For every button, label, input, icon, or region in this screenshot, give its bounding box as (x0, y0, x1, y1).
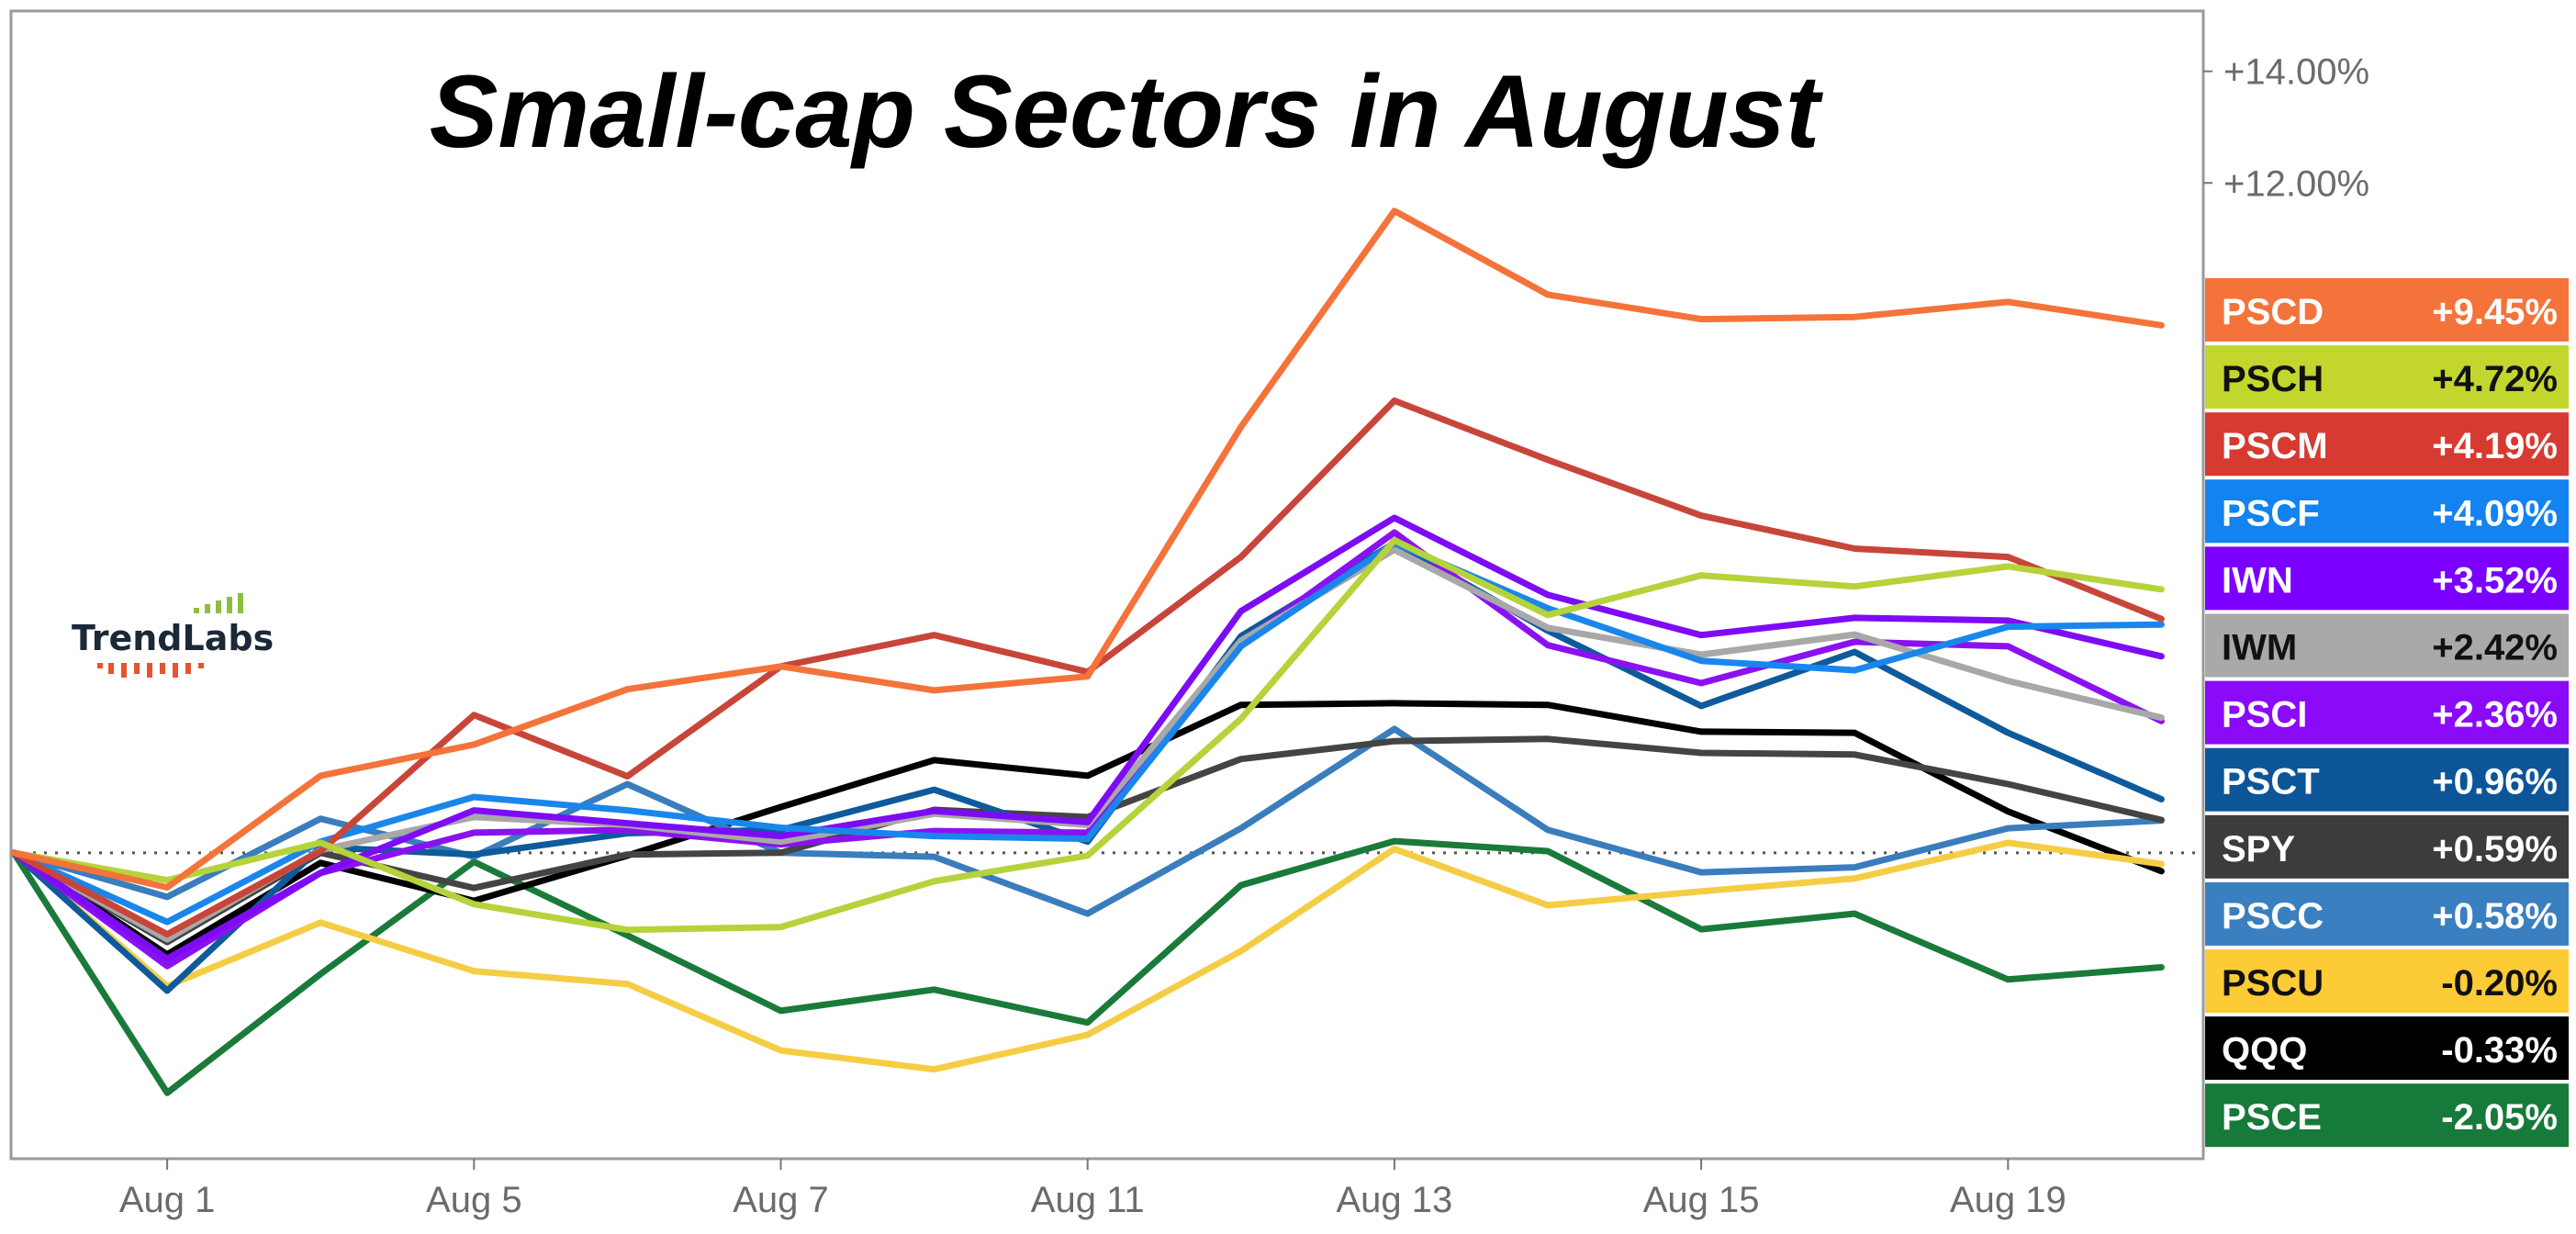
legend-item-pscm: PSCM +4.19% (2205, 412, 2569, 477)
logo-bar (198, 663, 204, 668)
legend-item-spy: SPY +0.59% (2205, 814, 2569, 879)
logo-bar (97, 663, 103, 668)
logo-bar (216, 600, 221, 613)
legend-ticker: PSCU (2222, 963, 2324, 1004)
legend-value: -0.33% (2441, 1030, 2558, 1071)
legend-value: +2.42% (2432, 628, 2558, 668)
legend-item-pscd: PSCD +9.45% (2205, 278, 2569, 342)
legend-ticker: PSCH (2222, 359, 2324, 399)
series-line-pscf (10, 539, 2165, 926)
legend-swatch (2205, 680, 2569, 745)
logo-bar (185, 663, 191, 674)
legend-swatch (2205, 881, 2569, 946)
legend-item-psce: PSCE -2.05% (2205, 1083, 2569, 1148)
legend-ticker: SPY (2222, 829, 2295, 869)
legend-item-iwn: IWN +3.52% (2205, 546, 2569, 611)
x-tick-label: Aug 11 (1031, 1180, 1145, 1220)
legend-item-pscu: PSCU -0.20% (2205, 949, 2569, 1013)
legend-value: +0.59% (2432, 829, 2558, 869)
legend-item-qqq: QQQ -0.33% (2205, 1016, 2569, 1081)
series-line-qqq (10, 700, 2165, 958)
series-line-iwn (10, 514, 2165, 962)
x-axis: Aug 1 Aug 5 Aug 7 Aug 11 Aug 13 Aug 15 Aug 19 (119, 1159, 2066, 1220)
legend-ticker: PSCD (2222, 292, 2324, 332)
legend-value: -0.20% (2441, 963, 2558, 1004)
series-line-pscd (10, 208, 2165, 891)
logo-bars-top (194, 593, 243, 613)
logo-bar (227, 597, 232, 613)
logo-bar (121, 663, 127, 678)
legend-swatch (2205, 747, 2569, 812)
legend-ticker: PSCT (2222, 762, 2320, 802)
legend-swatch (2205, 412, 2569, 477)
series-line-psch (10, 536, 2165, 934)
legend-swatch (2205, 949, 2569, 1013)
legend-value: +4.19% (2432, 426, 2558, 466)
legend-item-psci: PSCI +2.36% (2205, 680, 2569, 745)
x-tick-label: Aug 5 (426, 1180, 522, 1220)
legend-ticker: QQQ (2222, 1030, 2307, 1071)
trendlabs-logo: TrendLabs (72, 593, 274, 678)
legend: PSCD +9.45% PSCH +4.72% PSCM +4.19% PSCF +4.09%… (2205, 278, 2569, 1148)
y-axis: +14.00% +12.00% (2203, 52, 2369, 204)
logo-bar (194, 608, 199, 613)
legend-item-psch: PSCH +4.72% (2205, 345, 2569, 409)
legend-value: +3.52% (2432, 560, 2558, 600)
legend-value: +9.45% (2432, 292, 2558, 332)
legend-swatch (2205, 479, 2569, 544)
y-tick-label: +14.00% (2223, 52, 2369, 93)
logo-bar (205, 604, 210, 613)
chart-title: Small-cap Sectors in August (430, 54, 1824, 169)
logo-bar (173, 663, 178, 678)
x-tick-label: Aug 13 (1337, 1180, 1453, 1220)
series-line-psci (10, 529, 2165, 970)
legend-value: +0.96% (2432, 762, 2558, 802)
logo-bar (147, 663, 152, 678)
x-tick-label: Aug 15 (1643, 1180, 1760, 1220)
legend-value: +2.36% (2432, 695, 2558, 735)
logo-bar (108, 663, 114, 674)
legend-swatch (2205, 1083, 2569, 1148)
x-tick-label: Aug 19 (1950, 1180, 2066, 1220)
logo-bar (160, 663, 165, 674)
legend-ticker: PSCF (2222, 493, 2320, 533)
legend-ticker: PSCE (2222, 1097, 2322, 1138)
legend-swatch (2205, 278, 2569, 342)
legend-swatch (2205, 546, 2569, 611)
legend-value: +0.58% (2432, 896, 2558, 937)
legend-ticker: PSCC (2222, 896, 2324, 937)
legend-item-pscc: PSCC +0.58% (2205, 881, 2569, 946)
series-line-pscu (10, 839, 2165, 1073)
logo-bars-bottom (97, 663, 204, 678)
legend-value: -2.05% (2441, 1097, 2558, 1138)
legend-ticker: PSCM (2222, 426, 2328, 466)
legend-value: +4.09% (2432, 493, 2558, 533)
legend-swatch (2205, 345, 2569, 409)
y-tick-label: +12.00% (2223, 163, 2369, 204)
x-tick-label: Aug 1 (119, 1180, 216, 1220)
legend-ticker: IWM (2222, 628, 2297, 668)
logo-bar (238, 593, 243, 613)
legend-item-pscf: PSCF +4.09% (2205, 479, 2569, 544)
x-tick-label: Aug 7 (733, 1180, 829, 1220)
legend-item-psct: PSCT +0.96% (2205, 747, 2569, 812)
series-line-pscc (10, 725, 2165, 917)
legend-swatch (2205, 814, 2569, 879)
legend-ticker: PSCI (2222, 695, 2307, 735)
series-lines (10, 208, 2165, 1096)
logo-text: TrendLabs (72, 618, 274, 658)
legend-item-iwm: IWM +2.42% (2205, 613, 2569, 678)
legend-swatch (2205, 613, 2569, 678)
legend-value: +4.72% (2432, 359, 2558, 399)
legend-swatch (2205, 1016, 2569, 1081)
legend-ticker: IWN (2222, 560, 2293, 600)
logo-bar (134, 663, 140, 674)
